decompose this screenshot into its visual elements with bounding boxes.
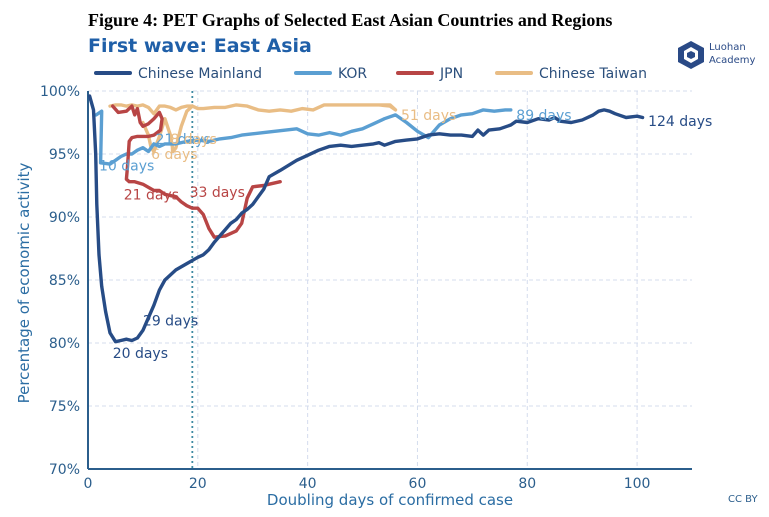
y-tick-label: 70% <box>49 462 80 478</box>
x-tick-label: 60 <box>409 476 427 492</box>
annotation-label: 33 days <box>190 185 245 201</box>
series-layer <box>87 94 645 344</box>
luohan-academy-logo-mark <box>678 41 704 69</box>
annotation-label: 124 days <box>648 114 712 130</box>
annotation-label: 8 days <box>170 132 216 148</box>
y-tick-label: 85% <box>49 273 80 289</box>
series-line-chinese-mainland <box>87 94 645 344</box>
x-tick-label: 20 <box>189 476 207 492</box>
legend-label: KOR <box>338 66 367 82</box>
annotation-label: 10 days <box>99 158 154 174</box>
annotation-label: 20 days <box>113 346 168 362</box>
annotation-label: 51 days <box>401 108 456 124</box>
license-text: CC BY <box>728 494 758 505</box>
x-tick-label: 40 <box>299 476 317 492</box>
y-tick-label: 75% <box>49 399 80 415</box>
annotation-label: 89 days <box>516 108 571 124</box>
x-tick-label: 80 <box>518 476 536 492</box>
series-line-chinese-taiwan <box>108 103 398 116</box>
y-axis-label: Percentage of economic activity <box>15 162 33 403</box>
x-tick-label: 0 <box>84 476 93 492</box>
chart-axes: 70% 75% 80% 85% 90% 95% 100% 0 20 40 60 80 100 <box>40 84 692 492</box>
annotation-label: 21 days <box>156 132 211 148</box>
y-tick-label: 95% <box>49 147 80 163</box>
legend-label: JPN <box>439 66 463 82</box>
annotation-label: 29 days <box>143 313 198 329</box>
logo-text-line1: Luohan <box>709 42 746 53</box>
y-tick-label: 80% <box>49 336 80 352</box>
series-line-jpn <box>111 104 282 239</box>
annotation-label: 6 days <box>151 147 197 163</box>
annotation-label: 21 days <box>124 187 179 203</box>
x-axis-label: Doubling days of confirmed case <box>267 491 513 509</box>
chart-legend: Chinese Mainland KOR JPN Chinese Taiwan <box>94 66 647 82</box>
luohan-academy-logo: Luohan Academy <box>677 40 767 72</box>
logo-text-line2: Academy <box>709 55 756 66</box>
legend-label: Chinese Taiwan <box>539 66 647 82</box>
chart-subtitle: First wave: East Asia <box>88 35 312 57</box>
x-tick-label: 100 <box>624 476 651 492</box>
y-tick-label: 100% <box>40 84 80 100</box>
figure-title: Figure 4: PET Graphs of Selected East As… <box>88 10 613 30</box>
legend-label: Chinese Mainland <box>138 66 262 82</box>
series-line-kor <box>94 108 513 166</box>
y-tick-label: 90% <box>49 210 80 226</box>
